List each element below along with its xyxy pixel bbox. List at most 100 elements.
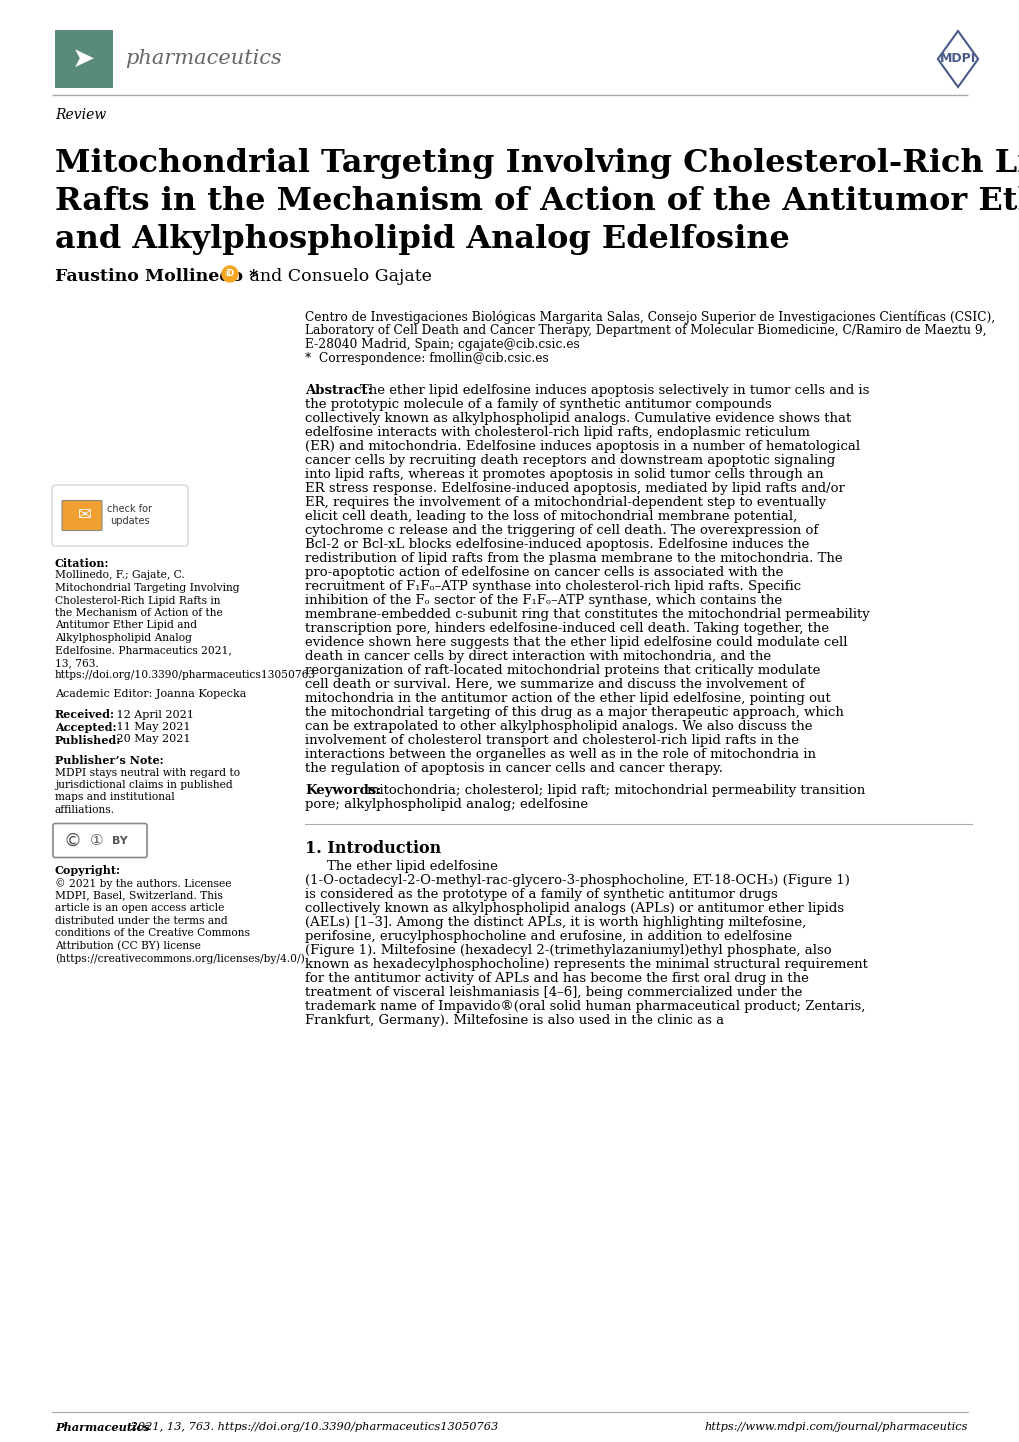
Text: recruitment of F₁Fₒ–ATP synthase into cholesterol-rich lipid rafts. Specific: recruitment of F₁Fₒ–ATP synthase into ch… (305, 580, 800, 593)
Text: The ether lipid edelfosine: The ether lipid edelfosine (327, 859, 497, 872)
Text: can be extrapolated to other alkylphospholipid analogs. We also discuss the: can be extrapolated to other alkylphosph… (305, 720, 812, 733)
Text: and Consuelo Gajate: and Consuelo Gajate (244, 268, 431, 286)
Text: 2021, 13, 763. https://doi.org/10.3390/pharmaceutics13050763: 2021, 13, 763. https://doi.org/10.3390/p… (127, 1422, 497, 1432)
Text: Centro de Investigaciones Biológicas Margarita Salas, Consejo Superior de Invest: Centro de Investigaciones Biológicas Mar… (305, 310, 995, 323)
Text: perifosine, erucylphosphocholine and erufosine, in addition to edelfosine: perifosine, erucylphosphocholine and eru… (305, 930, 792, 943)
Text: article is an open access article: article is an open access article (55, 903, 224, 913)
FancyBboxPatch shape (55, 30, 113, 88)
Text: the mitochondrial targeting of this drug as a major therapeutic approach, which: the mitochondrial targeting of this drug… (305, 707, 843, 720)
Text: inhibition of the Fₒ sector of the F₁Fₒ–ATP synthase, which contains the: inhibition of the Fₒ sector of the F₁Fₒ–… (305, 594, 782, 607)
Text: edelfosine interacts with cholesterol-rich lipid rafts, endoplasmic reticulum: edelfosine interacts with cholesterol-ri… (305, 425, 809, 438)
Text: Academic Editor: Joanna Kopecka: Academic Editor: Joanna Kopecka (55, 689, 247, 699)
Text: The ether lipid edelfosine induces apoptosis selectively in tumor cells and is: The ether lipid edelfosine induces apopt… (360, 384, 868, 397)
Text: 20 May 2021: 20 May 2021 (113, 734, 191, 744)
Text: the prototypic molecule of a family of synthetic antitumor compounds: the prototypic molecule of a family of s… (305, 398, 771, 411)
Text: and Alkylphospholipid Analog Edelfosine: and Alkylphospholipid Analog Edelfosine (55, 224, 789, 255)
Text: involvement of cholesterol transport and cholesterol-rich lipid rafts in the: involvement of cholesterol transport and… (305, 734, 798, 747)
Text: © 2021 by the authors. Licensee: © 2021 by the authors. Licensee (55, 878, 231, 888)
Text: ER, requires the involvement of a mitochondrial-dependent step to eventually: ER, requires the involvement of a mitoch… (305, 496, 825, 509)
Text: https://doi.org/10.3390/pharmaceutics13050763: https://doi.org/10.3390/pharmaceutics130… (55, 671, 316, 681)
Text: Copyright:: Copyright: (55, 865, 121, 877)
Text: ①: ① (90, 833, 104, 848)
Text: https://www.mdpi.com/journal/pharmaceutics: https://www.mdpi.com/journal/pharmaceuti… (704, 1422, 967, 1432)
Text: Frankfurt, Germany). Miltefosine is also used in the clinic as a: Frankfurt, Germany). Miltefosine is also… (305, 1014, 723, 1027)
Text: Abstract:: Abstract: (305, 384, 372, 397)
Text: elicit cell death, leading to the loss of mitochondrial membrane potential,: elicit cell death, leading to the loss o… (305, 510, 797, 523)
Text: conditions of the Creative Commons: conditions of the Creative Commons (55, 929, 250, 937)
Text: (1-Ο-octadecyl-2-Ο-methyl-rac-glycero-3-phosphocholine, ET-18-OCH₃) (Figure 1): (1-Ο-octadecyl-2-Ο-methyl-rac-glycero-3-… (305, 874, 849, 887)
Text: Faustino Mollinedo *: Faustino Mollinedo * (55, 268, 258, 286)
Text: Bcl-2 or Bcl-xL blocks edelfosine-induced apoptosis. Edelfosine induces the: Bcl-2 or Bcl-xL blocks edelfosine-induce… (305, 538, 809, 551)
Text: Antitumor Ether Lipid and: Antitumor Ether Lipid and (55, 620, 197, 630)
Text: for the antitumor activity of APLs and has become the first oral drug in the: for the antitumor activity of APLs and h… (305, 972, 808, 985)
Text: Publisher’s Note:: Publisher’s Note: (55, 756, 163, 766)
Text: Citation:: Citation: (55, 558, 109, 570)
Text: evidence shown here suggests that the ether lipid edelfosine could modulate cell: evidence shown here suggests that the et… (305, 636, 847, 649)
Text: membrane-embedded c-subunit ring that constitutes the mitochondrial permeability: membrane-embedded c-subunit ring that co… (305, 609, 869, 622)
Text: is considered as the prototype of a family of synthetic antitumor drugs: is considered as the prototype of a fami… (305, 888, 777, 901)
FancyBboxPatch shape (53, 823, 147, 858)
Text: collectively known as alkylphospholipid analogs (APLs) or antitumor ether lipids: collectively known as alkylphospholipid … (305, 903, 844, 916)
Text: 11 May 2021: 11 May 2021 (113, 722, 191, 733)
Text: distributed under the terms and: distributed under the terms and (55, 916, 227, 926)
Text: Rafts in the Mechanism of Action of the Antitumor Ether Lipid: Rafts in the Mechanism of Action of the … (55, 186, 1019, 216)
Polygon shape (936, 30, 977, 87)
Text: (ER) and mitochondria. Edelfosine induces apoptosis in a number of hematological: (ER) and mitochondria. Edelfosine induce… (305, 440, 859, 453)
Text: (AELs) [1–3]. Among the distinct APLs, it is worth highlighting miltefosine,: (AELs) [1–3]. Among the distinct APLs, i… (305, 916, 805, 929)
Text: into lipid rafts, whereas it promotes apoptosis in solid tumor cells through an: into lipid rafts, whereas it promotes ap… (305, 469, 822, 482)
Text: BY: BY (112, 835, 127, 845)
Text: mitochondria; cholesterol; lipid raft; mitochondrial permeability transition: mitochondria; cholesterol; lipid raft; m… (367, 784, 864, 797)
Text: Review: Review (55, 108, 106, 123)
Text: ➤: ➤ (72, 45, 96, 74)
Text: cell death or survival. Here, we summarize and discuss the involvement of: cell death or survival. Here, we summari… (305, 678, 804, 691)
Text: Attribution (CC BY) license: Attribution (CC BY) license (55, 940, 201, 950)
Text: E-28040 Madrid, Spain; cgajate@cib.csic.es: E-28040 Madrid, Spain; cgajate@cib.csic.… (305, 337, 579, 350)
Text: MDPI stays neutral with regard to: MDPI stays neutral with regard to (55, 767, 239, 777)
Text: *  Correspondence: fmollin@cib.csic.es: * Correspondence: fmollin@cib.csic.es (305, 352, 548, 365)
Text: reorganization of raft-located mitochondrial proteins that critically modulate: reorganization of raft-located mitochond… (305, 663, 819, 676)
Text: Edelfosine. Pharmaceutics 2021,: Edelfosine. Pharmaceutics 2021, (55, 646, 231, 656)
Text: updates: updates (110, 516, 150, 526)
Text: the regulation of apoptosis in cancer cells and cancer therapy.: the regulation of apoptosis in cancer ce… (305, 761, 722, 774)
Text: check for: check for (107, 505, 153, 515)
Text: iD: iD (225, 270, 234, 278)
Text: treatment of visceral leishmaniasis [4–6], being commercialized under the: treatment of visceral leishmaniasis [4–6… (305, 986, 802, 999)
Text: Mollinedo, F.; Gajate, C.: Mollinedo, F.; Gajate, C. (55, 571, 184, 581)
Text: trademark name of Impavido®(oral solid human pharmaceutical product; Zentaris,: trademark name of Impavido®(oral solid h… (305, 999, 864, 1012)
Text: MDPI: MDPI (938, 52, 975, 65)
Text: (Figure 1). Miltefosine (hexadecyl 2-(trimethylazaniumyl)ethyl phosphate, also: (Figure 1). Miltefosine (hexadecyl 2-(tr… (305, 945, 830, 957)
Text: death in cancer cells by direct interaction with mitochondria, and the: death in cancer cells by direct interact… (305, 650, 770, 663)
Text: Received:: Received: (55, 709, 115, 721)
Text: pharmaceutics: pharmaceutics (125, 49, 281, 69)
Text: 12 April 2021: 12 April 2021 (113, 709, 194, 720)
Text: ✉: ✉ (78, 506, 92, 525)
Text: Mitochondrial Targeting Involving Cholesterol-Rich Lipid: Mitochondrial Targeting Involving Choles… (55, 149, 1019, 179)
Text: transcription pore, hinders edelfosine-induced cell death. Taking together, the: transcription pore, hinders edelfosine-i… (305, 622, 828, 634)
Text: affiliations.: affiliations. (55, 805, 115, 815)
Text: ER stress response. Edelfosine-induced apoptosis, mediated by lipid rafts and/or: ER stress response. Edelfosine-induced a… (305, 482, 844, 495)
Text: interactions between the organelles as well as in the role of mitochondria in: interactions between the organelles as w… (305, 748, 815, 761)
Circle shape (222, 265, 237, 283)
Text: Keywords:: Keywords: (305, 784, 381, 797)
Text: Mitochondrial Targeting Involving: Mitochondrial Targeting Involving (55, 583, 239, 593)
Text: Published:: Published: (55, 734, 121, 746)
Text: pro-apoptotic action of edelfosine on cancer cells is associated with the: pro-apoptotic action of edelfosine on ca… (305, 567, 783, 580)
Text: collectively known as alkylphospholipid analogs. Cumulative evidence shows that: collectively known as alkylphospholipid … (305, 412, 851, 425)
Text: (https://creativecommons.org/licenses/by/4.0/).: (https://creativecommons.org/licenses/by… (55, 953, 308, 963)
Text: 13, 763.: 13, 763. (55, 658, 99, 668)
Text: Cholesterol-Rich Lipid Rafts in: Cholesterol-Rich Lipid Rafts in (55, 596, 220, 606)
Text: Alkylphospholipid Analog: Alkylphospholipid Analog (55, 633, 192, 643)
Text: cytochrome c release and the triggering of cell death. The overexpression of: cytochrome c release and the triggering … (305, 523, 817, 536)
Text: cancer cells by recruiting death receptors and downstream apoptotic signaling: cancer cells by recruiting death recepto… (305, 454, 835, 467)
Text: Accepted:: Accepted: (55, 722, 116, 733)
FancyBboxPatch shape (62, 500, 102, 531)
Text: maps and institutional: maps and institutional (55, 793, 174, 803)
Text: Pharmaceutics: Pharmaceutics (55, 1422, 150, 1433)
Text: redistribution of lipid rafts from the plasma membrane to the mitochondria. The: redistribution of lipid rafts from the p… (305, 552, 842, 565)
Text: mitochondria in the antitumor action of the ether lipid edelfosine, pointing out: mitochondria in the antitumor action of … (305, 692, 829, 705)
Text: known as hexadecylphosphocholine) represents the minimal structural requirement: known as hexadecylphosphocholine) repres… (305, 957, 867, 970)
Text: 1. Introduction: 1. Introduction (305, 841, 441, 857)
Text: jurisdictional claims in published: jurisdictional claims in published (55, 780, 232, 790)
Text: the Mechanism of Action of the: the Mechanism of Action of the (55, 609, 222, 619)
Text: Laboratory of Cell Death and Cancer Therapy, Department of Molecular Biomedicine: Laboratory of Cell Death and Cancer Ther… (305, 324, 985, 337)
